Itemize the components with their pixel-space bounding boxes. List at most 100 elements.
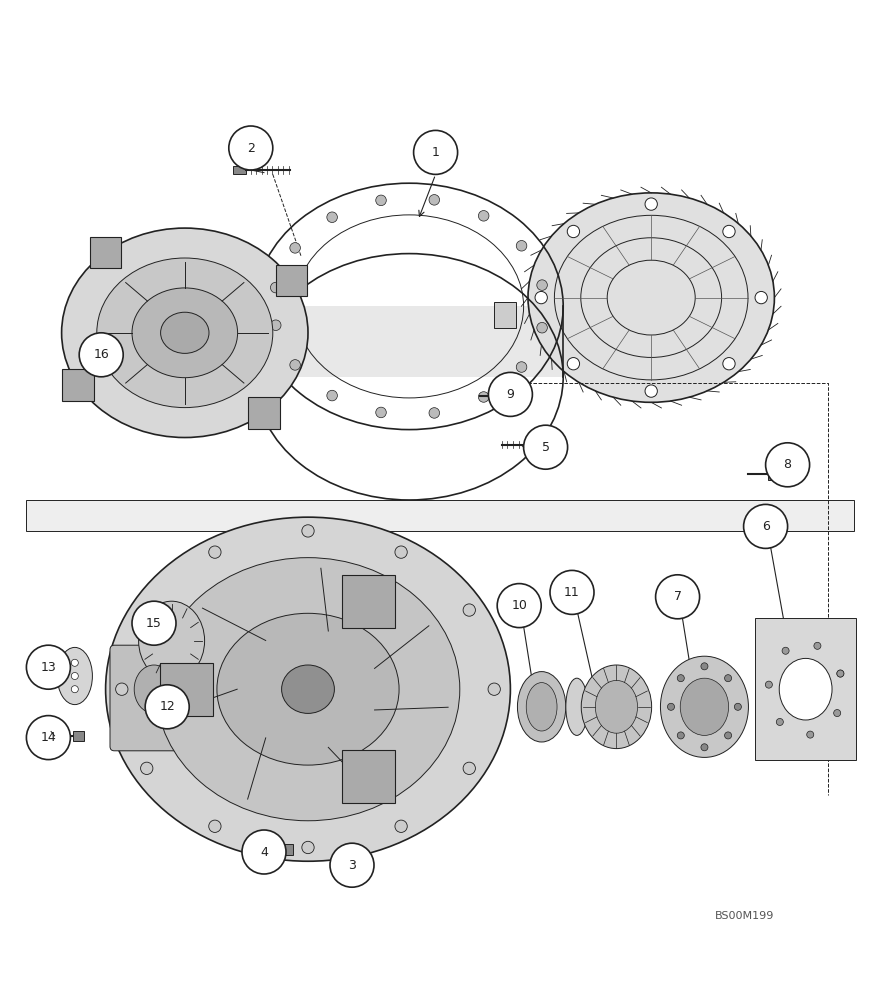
Circle shape [132, 601, 176, 645]
Polygon shape [768, 467, 779, 480]
Circle shape [497, 584, 541, 628]
Circle shape [242, 830, 286, 874]
Circle shape [535, 291, 547, 304]
Circle shape [71, 686, 78, 693]
Circle shape [667, 703, 674, 710]
Circle shape [429, 195, 440, 205]
Circle shape [26, 645, 70, 689]
Ellipse shape [216, 613, 400, 765]
Ellipse shape [779, 658, 832, 720]
Text: 4: 4 [260, 846, 268, 858]
Ellipse shape [680, 678, 729, 735]
FancyBboxPatch shape [342, 575, 395, 628]
Circle shape [678, 732, 685, 739]
Ellipse shape [97, 258, 273, 408]
Circle shape [290, 243, 300, 253]
Text: BS00M199: BS00M199 [715, 911, 774, 921]
Ellipse shape [526, 683, 557, 731]
Text: 6: 6 [762, 520, 769, 533]
Circle shape [141, 762, 153, 774]
Polygon shape [233, 166, 246, 174]
Circle shape [463, 604, 475, 616]
Circle shape [722, 358, 735, 370]
Circle shape [71, 672, 78, 680]
Circle shape [568, 225, 580, 238]
Circle shape [141, 604, 153, 616]
Text: 5: 5 [541, 441, 550, 454]
Ellipse shape [581, 665, 651, 749]
Text: 7: 7 [673, 590, 682, 603]
Circle shape [766, 443, 810, 487]
Circle shape [479, 211, 489, 221]
Circle shape [145, 685, 189, 729]
Circle shape [724, 675, 731, 682]
Circle shape [722, 225, 735, 238]
Polygon shape [531, 438, 541, 451]
Polygon shape [282, 844, 293, 855]
FancyBboxPatch shape [62, 369, 94, 401]
Circle shape [755, 291, 767, 304]
Circle shape [537, 280, 547, 290]
Circle shape [776, 718, 783, 725]
Circle shape [488, 372, 532, 416]
Circle shape [837, 670, 844, 677]
Circle shape [209, 820, 221, 832]
Circle shape [79, 333, 123, 377]
Circle shape [700, 663, 708, 670]
Circle shape [550, 570, 594, 614]
Circle shape [807, 731, 814, 738]
Circle shape [645, 198, 657, 210]
Polygon shape [73, 731, 84, 741]
Circle shape [376, 195, 386, 206]
Ellipse shape [660, 656, 748, 757]
Circle shape [209, 546, 221, 558]
Ellipse shape [566, 678, 588, 735]
Ellipse shape [106, 517, 510, 861]
Ellipse shape [138, 601, 204, 680]
Ellipse shape [57, 647, 92, 705]
Circle shape [479, 392, 489, 402]
Text: 2: 2 [247, 141, 254, 154]
Circle shape [645, 385, 657, 397]
Circle shape [734, 703, 741, 710]
Circle shape [463, 762, 475, 774]
Ellipse shape [282, 665, 334, 713]
Ellipse shape [160, 312, 209, 353]
FancyBboxPatch shape [160, 663, 213, 716]
FancyBboxPatch shape [342, 750, 395, 803]
Text: 14: 14 [40, 731, 56, 744]
Ellipse shape [134, 665, 174, 713]
Circle shape [744, 504, 788, 548]
Circle shape [302, 841, 314, 854]
Circle shape [326, 390, 337, 401]
Circle shape [71, 659, 78, 666]
Circle shape [837, 670, 844, 677]
Polygon shape [255, 306, 563, 377]
Circle shape [782, 647, 789, 654]
Circle shape [700, 744, 708, 751]
FancyBboxPatch shape [110, 645, 198, 751]
Circle shape [517, 240, 527, 251]
Circle shape [414, 130, 458, 174]
Text: 15: 15 [146, 617, 162, 630]
Circle shape [568, 358, 580, 370]
FancyBboxPatch shape [275, 265, 307, 296]
Circle shape [26, 716, 70, 760]
Text: 13: 13 [40, 661, 56, 674]
Text: 12: 12 [159, 700, 175, 713]
Circle shape [656, 575, 700, 619]
Ellipse shape [517, 672, 566, 742]
Polygon shape [494, 302, 516, 328]
Ellipse shape [157, 558, 459, 821]
Circle shape [270, 282, 281, 293]
Circle shape [302, 525, 314, 537]
Circle shape [376, 407, 386, 418]
Circle shape [229, 126, 273, 170]
Circle shape [290, 360, 300, 370]
Text: 16: 16 [93, 348, 109, 361]
Ellipse shape [62, 228, 308, 438]
Ellipse shape [595, 680, 637, 733]
Ellipse shape [132, 288, 238, 378]
Text: 8: 8 [783, 458, 792, 471]
Circle shape [270, 320, 281, 331]
